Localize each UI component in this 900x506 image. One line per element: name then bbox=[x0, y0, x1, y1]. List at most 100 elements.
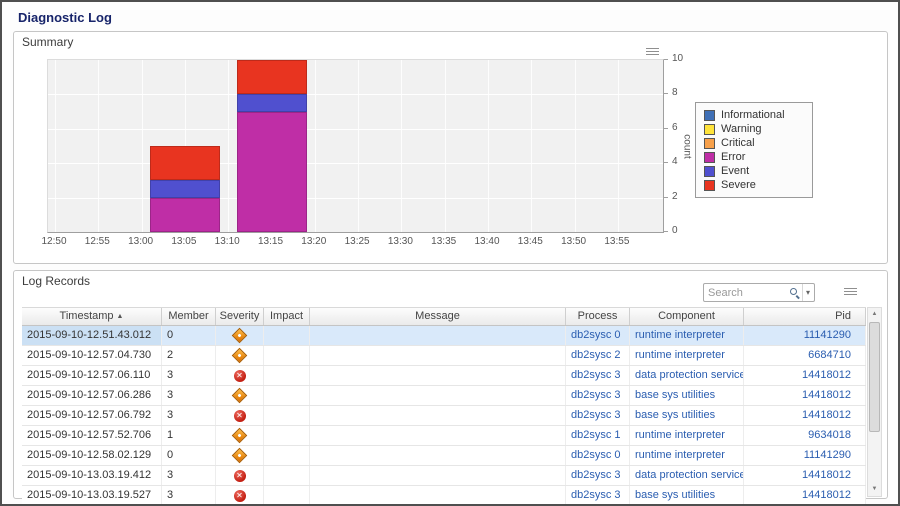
table-header-row: Timestamp ▲ Member Severity Impact Message Pro… bbox=[22, 307, 866, 326]
cell-component: runtime interpreter bbox=[630, 446, 744, 465]
cell-component: runtime interpreter bbox=[630, 426, 744, 445]
table-scrollbar[interactable]: ▲ ▼ bbox=[867, 307, 882, 497]
search-box: ▾ bbox=[703, 283, 815, 302]
cell-impact bbox=[264, 386, 310, 405]
column-header-process[interactable]: Process bbox=[566, 308, 630, 325]
chart-plot bbox=[47, 59, 664, 233]
bar-segment-error bbox=[149, 197, 220, 232]
x-axis-tick-label: 13:45 bbox=[517, 236, 543, 247]
table-row[interactable]: 2015-09-10-12.57.06.286 3 db2sysc 3 base sy… bbox=[22, 386, 866, 406]
table-row[interactable]: 2015-09-10-12.57.06.110 3 ✕ db2sysc 3 data p… bbox=[22, 366, 866, 386]
y-axis-tick-label: 2 bbox=[672, 190, 678, 202]
log-records-panel-title: Log Records bbox=[22, 274, 91, 288]
legend-label: Warning bbox=[721, 123, 762, 135]
y-axis-tick-mark bbox=[664, 93, 668, 95]
chart-horizontal-gridline bbox=[48, 94, 663, 96]
y-axis-tick-mark bbox=[664, 127, 668, 129]
table-row[interactable]: 2015-09-10-13.03.19.412 3 ✕ db2sysc 3 data p… bbox=[22, 466, 866, 486]
y-axis-tick-label: 4 bbox=[672, 156, 678, 168]
chart-vertical-gridline bbox=[141, 60, 143, 232]
table-row[interactable]: 2015-09-10-12.57.52.706 1 db2sysc 1 runtime… bbox=[22, 426, 866, 446]
cell-timestamp: 2015-09-10-12.57.04.730 bbox=[22, 346, 162, 365]
cell-timestamp: 2015-09-10-12.58.02.129 bbox=[22, 446, 162, 465]
warning-icon bbox=[231, 427, 248, 444]
search-options-caret-icon[interactable]: ▾ bbox=[801, 284, 814, 301]
chart-vertical-gridline bbox=[314, 60, 316, 232]
cell-severity bbox=[216, 346, 264, 365]
table-row[interactable]: 2015-09-10-12.57.04.730 2 db2sysc 2 runtime… bbox=[22, 346, 866, 366]
column-header-member[interactable]: Member bbox=[162, 308, 216, 325]
cell-member: 2 bbox=[162, 346, 216, 365]
cell-process: db2sysc 2 bbox=[566, 346, 630, 365]
column-header-timestamp[interactable]: Timestamp ▲ bbox=[22, 308, 162, 325]
cell-impact bbox=[264, 466, 310, 485]
legend-swatch bbox=[704, 151, 715, 163]
error-icon: ✕ bbox=[233, 370, 246, 382]
cell-message bbox=[310, 386, 566, 405]
column-header-impact[interactable]: Impact bbox=[264, 308, 310, 325]
warning-icon bbox=[231, 347, 248, 364]
cell-message bbox=[310, 486, 566, 504]
cell-process: db2sysc 1 bbox=[566, 426, 630, 445]
table-row[interactable]: 2015-09-10-13.03.19.527 3 ✕ db2sysc 3 base s… bbox=[22, 486, 866, 504]
search-input[interactable] bbox=[704, 286, 788, 299]
chart-vertical-gridline bbox=[401, 60, 403, 232]
table-body: 2015-09-10-12.51.43.012 0 db2sysc 0 runtime… bbox=[22, 326, 866, 504]
legend-item-severe: Severe bbox=[704, 178, 812, 192]
cell-pid: 14418012 bbox=[744, 486, 866, 504]
cell-component: runtime interpreter bbox=[630, 326, 744, 345]
legend-swatch bbox=[704, 123, 715, 135]
column-header-component[interactable]: Component bbox=[630, 308, 744, 325]
y-axis-tick-mark bbox=[664, 231, 668, 232]
cell-message bbox=[310, 426, 566, 445]
scrollbar-up-arrow-icon[interactable]: ▲ bbox=[871, 311, 878, 317]
chart-y-axis: 0 2 4 6 8 10 bbox=[664, 53, 694, 236]
cell-impact bbox=[264, 446, 310, 465]
legend-swatch bbox=[704, 165, 715, 177]
chart-horizontal-gridline bbox=[48, 197, 663, 199]
cell-impact bbox=[264, 426, 310, 445]
scrollbar-thumb[interactable] bbox=[869, 322, 880, 432]
y-axis-tick-mark bbox=[664, 196, 668, 198]
cell-pid: 11141290 bbox=[744, 446, 866, 465]
bar-segment-error bbox=[236, 111, 307, 232]
y-axis-tick-label: 0 bbox=[672, 225, 678, 236]
bar-segment-event bbox=[149, 180, 220, 198]
table-row[interactable]: 2015-09-10-12.57.06.792 3 ✕ db2sysc 3 base s… bbox=[22, 406, 866, 426]
error-icon: ✕ bbox=[233, 470, 246, 482]
chart-vertical-gridline bbox=[98, 60, 100, 232]
chart-horizontal-gridline bbox=[48, 163, 663, 165]
cell-timestamp: 2015-09-10-12.51.43.012 bbox=[22, 326, 162, 345]
legend-item-informational: Informational bbox=[704, 108, 812, 122]
scrollbar-down-arrow-icon[interactable]: ▼ bbox=[871, 486, 878, 492]
log-records-panel: Log Records ▾ Timestamp▲MemberSeverityIm… bbox=[13, 270, 888, 504]
x-axis-tick-label: 13:25 bbox=[344, 236, 370, 247]
cell-component: base sys utilities bbox=[630, 486, 744, 504]
x-axis-tick-label: 13:50 bbox=[561, 236, 587, 247]
cell-timestamp: 2015-09-10-13.03.19.527 bbox=[22, 486, 162, 504]
summary-panel-title: Summary bbox=[22, 35, 74, 49]
legend-swatch bbox=[704, 137, 715, 149]
table-row[interactable]: 2015-09-10-12.58.02.129 0 db2sysc 0 runtime… bbox=[22, 446, 866, 466]
cell-message bbox=[310, 406, 566, 425]
cell-member: 0 bbox=[162, 326, 216, 345]
chart-x-axis: 12:50 12:55 13:00 13:05 13:10 13:15 13:20 13:25… bbox=[41, 236, 664, 250]
column-header-message[interactable]: Message bbox=[310, 308, 566, 325]
legend-label: Informational bbox=[721, 109, 785, 121]
cell-severity: ✕ bbox=[216, 406, 264, 425]
cell-severity bbox=[216, 426, 264, 445]
x-axis-tick-label: 13:15 bbox=[257, 236, 284, 247]
cell-component: base sys utilities bbox=[630, 386, 744, 405]
cell-impact bbox=[264, 346, 310, 365]
x-axis-tick-label: 13:00 bbox=[128, 236, 154, 247]
legend-item-warning: Warning bbox=[704, 122, 812, 136]
search-icon[interactable] bbox=[788, 286, 802, 300]
column-header-pid[interactable]: Pid bbox=[744, 308, 866, 325]
warning-icon bbox=[231, 447, 248, 464]
table-options-menu-icon[interactable] bbox=[844, 286, 857, 298]
column-header-severity[interactable]: Severity bbox=[216, 308, 264, 325]
table-row[interactable]: 2015-09-10-12.51.43.012 0 db2sysc 0 runtime… bbox=[22, 326, 866, 346]
summary-panel: Summary 12:50 12:55 13:00 13:05 13:10 13:15 13… bbox=[13, 31, 888, 264]
chart-options-menu-icon[interactable] bbox=[646, 46, 659, 58]
